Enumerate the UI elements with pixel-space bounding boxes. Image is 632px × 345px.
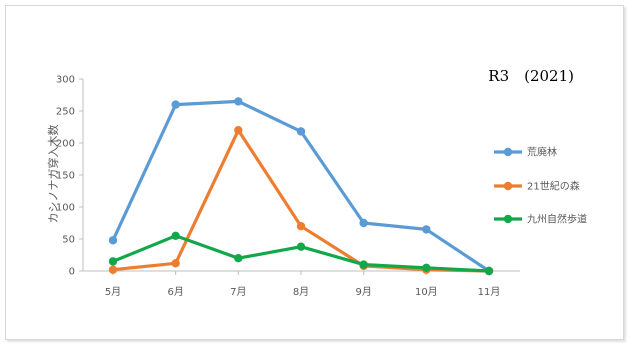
legend-label: 21世紀の森 xyxy=(527,180,580,193)
data-point xyxy=(108,265,118,274)
series-line xyxy=(111,234,491,273)
x-tick-label: 11月 xyxy=(478,286,501,298)
series-3 xyxy=(108,231,494,276)
x-tick-label: 7月 xyxy=(230,286,246,298)
y-tick-label: 200 xyxy=(56,139,75,150)
data-point xyxy=(171,231,180,240)
data-point xyxy=(296,127,306,136)
chart-title: R3 (2021) xyxy=(488,67,574,85)
data-point xyxy=(171,100,180,109)
legend-label: 九州自然歩道 xyxy=(527,213,587,226)
x-tick-label: 6月 xyxy=(167,286,183,298)
data-point xyxy=(422,225,431,234)
data-point xyxy=(359,218,368,228)
x-tick-label: 10月 xyxy=(415,286,438,298)
y-tick-label: 0 xyxy=(69,267,75,278)
data-point xyxy=(234,254,243,263)
y-tick-label: 50 xyxy=(62,235,75,246)
y-tick-label: 250 xyxy=(56,107,75,118)
legend-marker xyxy=(503,147,513,157)
data-point xyxy=(422,263,431,272)
series-layer xyxy=(108,97,494,276)
legend-item: 荒廃林 xyxy=(494,146,557,159)
x-tick-label: 8月 xyxy=(293,286,309,298)
data-point xyxy=(484,266,494,276)
y-axis-label: カシノナガ穿入木数 xyxy=(46,125,60,224)
data-point xyxy=(171,259,180,268)
legend-label: 荒廃林 xyxy=(527,146,557,159)
legend-marker xyxy=(503,214,513,224)
axes: 0 50 100 150 200 250 300 5月 6月 7月 8月 9月 10月 11月 xyxy=(56,75,520,298)
data-point xyxy=(296,242,306,251)
data-point xyxy=(108,257,118,266)
x-tick-label: 9月 xyxy=(355,286,371,298)
data-point xyxy=(296,222,306,231)
chart-frame xyxy=(5,5,624,340)
data-point xyxy=(234,97,243,106)
legend-marker xyxy=(503,181,513,191)
y-tick-label: 300 xyxy=(56,75,75,86)
x-tick-label: 5月 xyxy=(105,286,121,298)
data-point xyxy=(234,126,243,135)
y-tick-label: 150 xyxy=(56,171,75,182)
legend-item: 21世紀の森 xyxy=(494,180,580,193)
y-tick-label: 100 xyxy=(56,203,75,214)
data-point xyxy=(108,236,118,245)
series-2 xyxy=(108,126,494,276)
data-point xyxy=(359,260,368,269)
legend-item: 九州自然歩道 xyxy=(494,213,587,226)
